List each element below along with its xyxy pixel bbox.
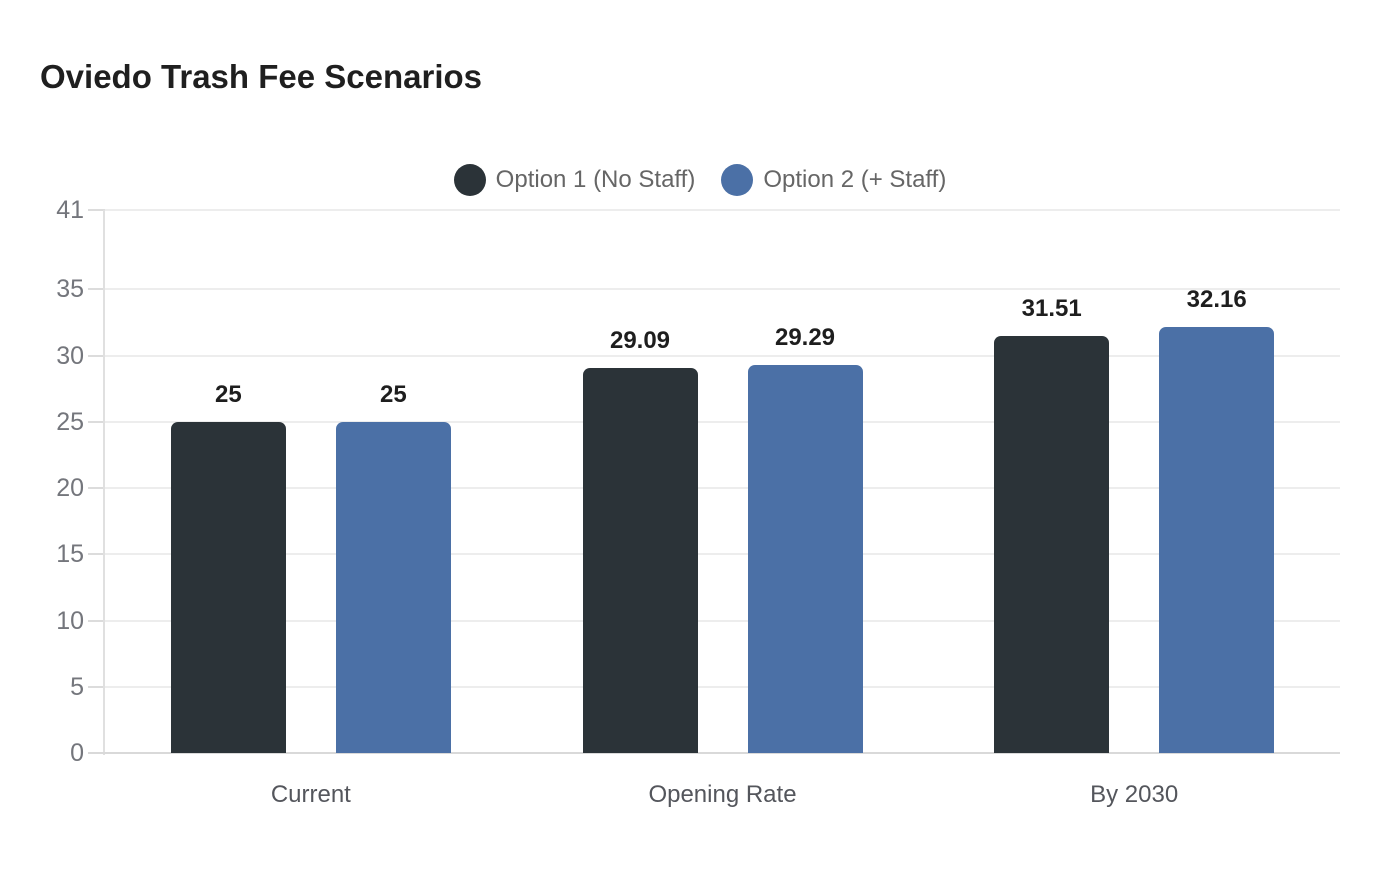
y-tick-label: 20 — [56, 474, 84, 503]
bar-value-label: 29.29 — [774, 324, 836, 352]
y-tick-mark — [88, 288, 105, 291]
y-tick-mark — [88, 685, 105, 688]
bar-option-1-no-staff-current[interactable] — [170, 421, 286, 753]
bar-value-label: 32.16 — [1186, 286, 1247, 314]
x-category-label: By 2030 — [1090, 781, 1179, 808]
legend-label: Option 1 (No Staff) — [495, 166, 696, 193]
legend-swatch-icon — [453, 164, 486, 196]
y-gridline — [105, 288, 1340, 291]
legend-item-option-2-staff[interactable]: Option 2 (+ Staff) — [721, 164, 946, 196]
y-tick-mark — [88, 209, 105, 211]
x-category-label: Opening Rate — [648, 781, 797, 808]
y-tick-label: 5 — [70, 672, 84, 701]
y-gridline — [105, 553, 1340, 556]
bar-option-2-staff-current[interactable] — [335, 421, 451, 753]
bar-value-label: 29.09 — [609, 326, 671, 354]
y-axis-line — [103, 210, 105, 755]
bar-option-1-no-staff-opening-rate[interactable] — [582, 367, 698, 753]
bar-option-2-staff-by-2030[interactable] — [1159, 327, 1275, 753]
y-gridline — [105, 619, 1340, 622]
y-tick-label: 30 — [56, 341, 84, 370]
y-tick-mark — [88, 420, 105, 423]
y-tick-mark — [88, 354, 105, 357]
y-tick-label: 25 — [56, 407, 84, 436]
x-axis-line — [88, 752, 1340, 754]
bar-value-label: 25 — [214, 380, 242, 408]
legend-item-option-1-no-staff[interactable]: Option 1 (No Staff) — [453, 164, 696, 196]
bar-value-label: 25 — [379, 380, 407, 408]
legend-label: Option 2 (+ Staff) — [763, 166, 947, 193]
y-tick-label: 35 — [56, 275, 84, 304]
y-tick-mark — [88, 619, 105, 622]
y-gridline — [105, 354, 1340, 357]
y-gridline — [105, 487, 1340, 490]
legend: Option 1 (No Staff) Option 2 (+ Staff) — [0, 163, 1400, 197]
y-gridline — [105, 209, 1340, 211]
bar-option-1-no-staff-by-2030[interactable] — [994, 335, 1110, 753]
x-category-label: Current — [270, 781, 351, 808]
y-tick-mark — [88, 487, 105, 490]
bar-option-2-staff-opening-rate[interactable] — [747, 365, 863, 753]
y-tick-label: 10 — [56, 606, 84, 635]
y-gridline — [105, 420, 1340, 423]
chart-title: Oviedo Trash Fee Scenarios — [40, 58, 483, 95]
y-gridline — [105, 685, 1340, 688]
legend-swatch-icon — [721, 164, 754, 196]
y-tick-label: 15 — [56, 540, 84, 569]
y-tick-mark — [88, 553, 105, 556]
y-tick-label: 41 — [56, 196, 84, 224]
bar-value-label: 31.51 — [1021, 294, 1082, 322]
y-tick-label: 0 — [70, 739, 84, 767]
